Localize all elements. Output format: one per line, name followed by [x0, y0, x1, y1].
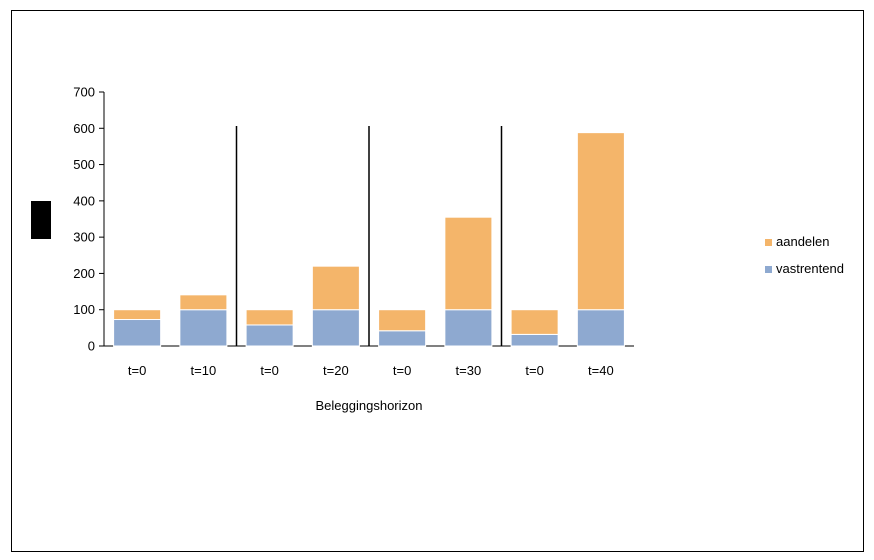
bar-vastrentend: [378, 330, 427, 347]
bar-aandelen: [378, 309, 427, 332]
chart-frame: [11, 10, 864, 552]
y-tick-label: 300: [73, 230, 95, 245]
x-tick-label: t=30: [456, 363, 482, 378]
y-tick-label: 500: [73, 157, 95, 172]
x-tick-label: t=0: [525, 363, 543, 378]
y-axis: 0 100 200 300 400 500 600 700: [73, 85, 105, 354]
group-separators: [235, 126, 503, 346]
x-tick-label: t=20: [323, 363, 349, 378]
legend-label-aandelen: aandelen: [776, 234, 830, 249]
y-tick-label: 600: [73, 121, 95, 136]
y-tick-label: 0: [88, 339, 95, 354]
bar-aandelen: [576, 132, 625, 311]
bar-vastrentend: [510, 333, 559, 347]
bar-vastrentend: [245, 324, 294, 347]
legend-swatch-aandelen: [765, 239, 772, 246]
x-tick-label: t=40: [588, 363, 614, 378]
bars: [113, 132, 625, 347]
y-tick-label: 700: [73, 85, 95, 100]
bar-vastrentend: [576, 309, 625, 347]
bar-aandelen: [179, 294, 228, 311]
bar-vastrentend: [113, 319, 162, 347]
legend-label-vastrentend: vastrentend: [776, 261, 844, 276]
y-tick-label: 200: [73, 266, 95, 281]
x-tick-label: t=0: [128, 363, 146, 378]
bar-aandelen: [245, 309, 294, 326]
bar-vastrentend: [444, 309, 493, 347]
bar-aandelen: [311, 265, 360, 311]
bar-aandelen: [113, 309, 162, 321]
legend: aandelen vastrentend: [765, 234, 844, 276]
x-tick-label: t=0: [393, 363, 411, 378]
x-tick-label: t=10: [191, 363, 217, 378]
x-axis-title: Beleggingshorizon: [316, 398, 423, 413]
x-tick-label: t=0: [260, 363, 278, 378]
redaction-block: [31, 201, 51, 239]
x-axis: t=0 t=10 t=0 t=20 t=0 t=30 t=0 t=40: [104, 345, 634, 378]
bar-aandelen: [510, 309, 559, 335]
redaction-box: [31, 201, 51, 239]
bar-vastrentend: [311, 309, 360, 347]
bar-aandelen: [444, 216, 493, 311]
y-tick-label: 100: [73, 302, 95, 317]
y-tick-label: 400: [73, 193, 95, 208]
bar-vastrentend: [179, 309, 228, 347]
legend-swatch-vastrentend: [765, 266, 772, 273]
